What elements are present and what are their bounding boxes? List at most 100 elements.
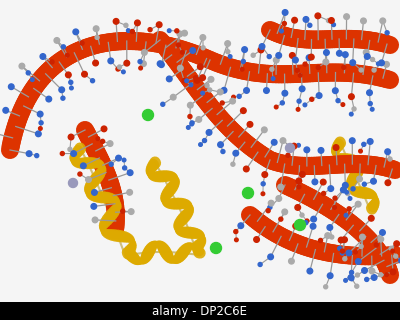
Circle shape [138,60,142,64]
Circle shape [127,189,132,195]
Circle shape [390,269,396,275]
Circle shape [266,209,270,213]
Circle shape [93,60,98,66]
Circle shape [70,86,73,90]
Circle shape [127,170,133,175]
Circle shape [109,162,113,166]
Circle shape [68,179,78,188]
Circle shape [315,13,321,19]
Circle shape [341,103,345,106]
Circle shape [268,254,274,260]
Circle shape [343,257,347,261]
Circle shape [59,87,64,92]
Circle shape [3,108,8,113]
Circle shape [258,262,262,267]
Circle shape [350,138,355,143]
Circle shape [340,251,344,255]
Circle shape [318,238,322,243]
Circle shape [326,19,330,22]
Circle shape [210,243,222,253]
Circle shape [101,126,107,132]
Circle shape [201,46,205,50]
Circle shape [310,97,314,101]
Circle shape [242,188,254,198]
Circle shape [259,44,265,49]
Circle shape [96,137,100,140]
Text: alamy - DP2C6E: alamy - DP2C6E [152,306,248,318]
Circle shape [233,150,238,156]
Circle shape [226,50,230,54]
Circle shape [116,155,121,161]
Circle shape [159,62,164,68]
Circle shape [385,31,389,35]
Circle shape [300,172,305,177]
Circle shape [371,179,376,184]
Circle shape [220,101,224,105]
Circle shape [361,18,366,24]
Circle shape [327,273,333,278]
Circle shape [234,229,238,234]
Circle shape [336,51,342,56]
Circle shape [237,94,241,98]
Circle shape [8,84,14,90]
Circle shape [297,99,301,103]
Circle shape [378,236,384,242]
Circle shape [264,88,269,93]
Circle shape [272,140,277,145]
Circle shape [318,148,324,153]
Circle shape [303,17,309,22]
Circle shape [124,23,128,27]
Circle shape [186,126,190,129]
Circle shape [320,179,326,185]
Circle shape [312,179,318,185]
Circle shape [35,154,39,158]
Circle shape [276,196,282,201]
Circle shape [297,143,300,147]
Circle shape [344,14,349,20]
Circle shape [356,273,360,277]
Circle shape [80,41,84,45]
Circle shape [372,68,376,72]
Circle shape [225,41,230,46]
Circle shape [359,68,363,72]
Circle shape [364,54,370,59]
Circle shape [362,268,367,273]
Circle shape [254,237,259,242]
Circle shape [107,141,113,146]
Circle shape [202,139,206,142]
Circle shape [182,78,186,83]
Circle shape [342,52,348,57]
Circle shape [333,206,336,209]
Circle shape [367,90,372,95]
Circle shape [242,47,248,52]
Circle shape [270,67,274,71]
Circle shape [261,182,265,186]
Circle shape [218,142,223,148]
Circle shape [201,91,204,95]
Circle shape [101,139,105,143]
Circle shape [240,108,246,114]
Circle shape [221,149,225,154]
Circle shape [196,117,202,122]
Circle shape [348,275,354,280]
Circle shape [276,52,282,58]
Circle shape [332,88,338,93]
Circle shape [262,172,268,177]
Circle shape [218,89,223,95]
Circle shape [391,249,394,253]
Circle shape [91,204,97,209]
Circle shape [347,207,351,211]
Circle shape [122,70,125,74]
Circle shape [282,91,288,96]
Circle shape [342,237,347,243]
Circle shape [113,19,119,24]
Circle shape [198,64,203,69]
Circle shape [230,98,235,104]
Circle shape [329,18,334,23]
Circle shape [208,88,212,92]
Circle shape [205,84,209,88]
Circle shape [279,217,283,221]
Circle shape [370,108,374,111]
Circle shape [330,235,334,239]
Circle shape [156,22,162,28]
